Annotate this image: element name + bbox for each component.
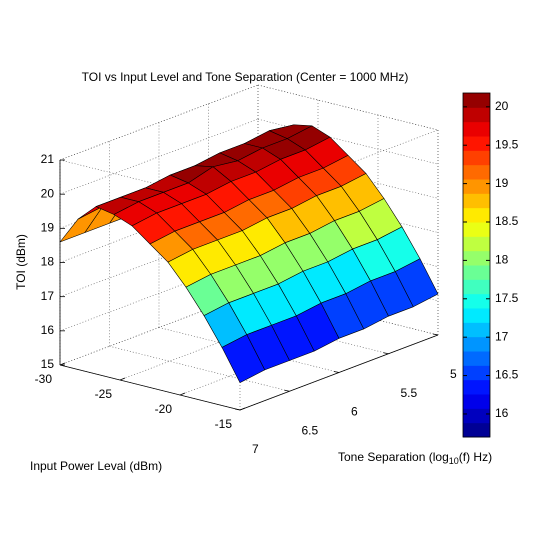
grid-line	[158, 327, 340, 373]
colorbar-tick-label: 18.5	[495, 214, 519, 228]
colorbar-band	[463, 150, 490, 166]
colorbar-band	[463, 193, 490, 209]
colorbar-band	[463, 236, 490, 252]
y-axis-label-part: (f) Hz)	[459, 450, 492, 464]
y-tick-label: 7	[252, 442, 259, 456]
y-tick	[432, 333, 439, 336]
colorbar-tick-label: 18	[495, 253, 509, 267]
colorbar-band	[463, 322, 490, 338]
colorbar-band	[463, 136, 490, 151]
colorbar-band	[463, 179, 490, 194]
colorbar-band	[463, 422, 490, 438]
y-tick	[284, 389, 290, 392]
grid-line	[59, 221, 259, 297]
y-axis-label-part: Tone Separation (log	[338, 450, 449, 464]
colorbar-band	[463, 408, 490, 424]
z-tick-label: 15	[41, 357, 55, 371]
colorbar-tick-label: 20	[495, 99, 509, 113]
colorbar-tick-label: 16.5	[495, 368, 519, 382]
x-tick-label: -20	[155, 402, 173, 416]
box-edge	[59, 84, 259, 161]
z-tick-label: 21	[41, 152, 55, 166]
x-tick-label: -30	[35, 372, 53, 386]
z-tick-label: 20	[41, 186, 55, 200]
z-axis-label: TOI (dBm)	[14, 234, 28, 290]
colorbar-band	[463, 308, 490, 323]
x-axis	[59, 364, 241, 411]
colorbar-band	[463, 265, 490, 280]
box-edge	[59, 159, 241, 206]
colorbar-tick-label: 19.5	[495, 137, 519, 151]
grid-line	[59, 118, 259, 195]
z-tick-label: 18	[41, 255, 55, 269]
x-tick	[59, 362, 66, 366]
x-tick-label: -15	[215, 417, 233, 431]
colorbar-band	[463, 121, 490, 137]
colorbar-band	[463, 365, 490, 381]
colorbar-tick-label: 16	[495, 406, 509, 420]
x-tick	[119, 377, 126, 381]
y-tick	[333, 371, 340, 373]
y-tick-label: 6	[351, 405, 358, 419]
colorbar-band	[463, 394, 490, 409]
colorbar-band	[463, 336, 490, 352]
x-tick	[239, 407, 246, 411]
colorbar-band	[463, 279, 490, 295]
colorbar-band	[463, 107, 490, 123]
box-edge	[257, 84, 439, 131]
colorbar-band	[463, 293, 490, 309]
chart-title: TOI vs Input Level and Tone Separation (…	[82, 70, 409, 84]
x-tick-label: -25	[95, 387, 113, 401]
y-tick-label: 6.5	[302, 423, 319, 437]
y-tick	[234, 408, 241, 411]
x-axis-label: Input Power Leval (dBm)	[30, 459, 162, 473]
y-tick-label: 5.5	[401, 386, 418, 400]
z-tick-label: 17	[41, 289, 55, 303]
colorbar-band	[463, 93, 490, 108]
y-tick	[383, 352, 389, 355]
colorbar-band	[463, 222, 490, 237]
colorbar-band	[463, 250, 490, 266]
colorbar-tick-label: 17	[495, 329, 509, 343]
colorbar-tick-label: 17.5	[495, 291, 519, 305]
x-tick	[179, 392, 186, 396]
z-tick-label: 16	[41, 323, 55, 337]
y-axis-label-sub: 10	[449, 456, 459, 466]
z-tick-label: 19	[41, 221, 55, 235]
colorbar-band	[463, 351, 490, 366]
grid-line	[109, 345, 290, 392]
colorbar-band	[463, 379, 490, 395]
colorbar-frame	[462, 92, 491, 438]
colorbar-band	[463, 164, 490, 180]
y-tick-label: 5	[450, 367, 457, 381]
surface-patch	[221, 334, 266, 383]
colorbar-band	[463, 207, 490, 223]
grid-line	[59, 255, 259, 332]
y-axis-label: Tone Separation (log10(f) Hz)	[338, 450, 492, 466]
colorbar-tick-label: 19	[495, 176, 509, 190]
